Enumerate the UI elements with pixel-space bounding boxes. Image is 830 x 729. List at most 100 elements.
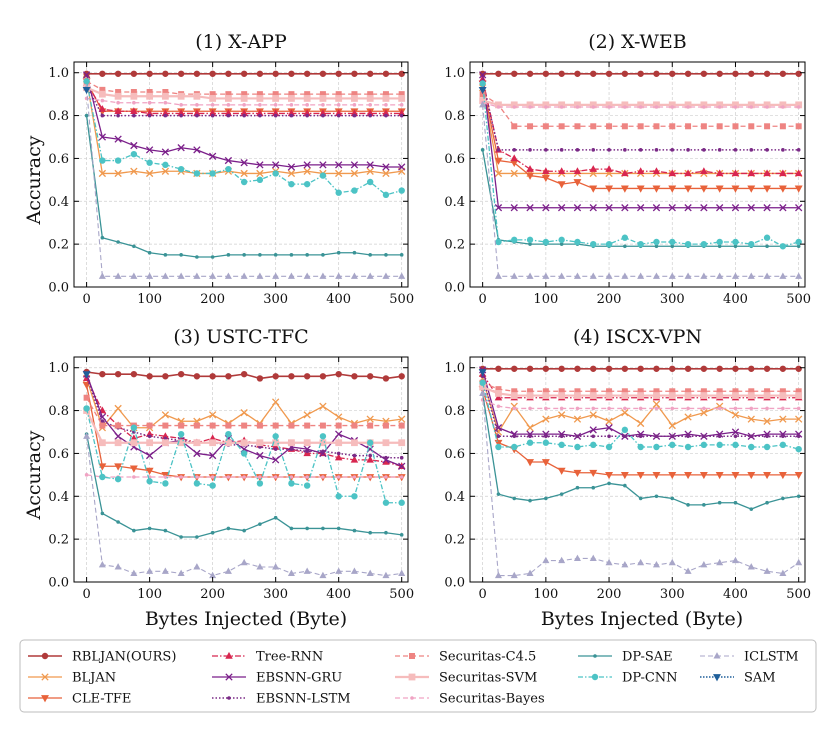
legend-label: DP-CNN (622, 671, 678, 686)
data-point (84, 113, 89, 118)
data-point (398, 422, 405, 429)
data-point (398, 439, 406, 447)
x-tick-label: 400 (326, 587, 351, 602)
legend-marker (227, 696, 231, 700)
data-point (193, 272, 201, 279)
data-point (589, 411, 597, 419)
data-point (589, 185, 598, 193)
data-point (607, 481, 611, 486)
series-sam (82, 371, 91, 379)
data-point (303, 482, 311, 489)
data-point (398, 91, 405, 98)
data-point (319, 272, 327, 279)
data-point (288, 180, 295, 188)
data-point (526, 272, 534, 279)
data-point (177, 92, 185, 100)
data-point (653, 101, 660, 109)
y-tick-label: 0.6 (444, 447, 465, 462)
series-rbljan-ours (83, 368, 405, 382)
data-point (557, 467, 566, 475)
data-point (591, 105, 596, 109)
series-securitas-svm (479, 383, 803, 399)
data-point (273, 103, 278, 107)
data-point (303, 109, 311, 117)
data-point (794, 169, 803, 177)
data-point (652, 561, 660, 568)
data-point (350, 169, 359, 178)
x-tick-label: 500 (389, 587, 414, 602)
data-point (623, 483, 627, 488)
data-point (114, 432, 122, 440)
data-point (731, 272, 739, 279)
data-point (544, 148, 548, 152)
data-point (162, 422, 169, 429)
data-point (256, 176, 264, 184)
data-point (256, 451, 264, 460)
series-securitas-bayes (84, 96, 404, 107)
series-line-dp-sae (482, 149, 799, 247)
data-point (146, 70, 153, 77)
data-point (177, 569, 185, 576)
data-point (684, 413, 692, 421)
data-point (796, 406, 801, 411)
x-tick-label: 300 (660, 587, 685, 602)
data-point (589, 469, 598, 478)
legend-label: Securitas-C4.5 (439, 650, 536, 665)
legend-marker (41, 695, 49, 703)
data-point (384, 475, 388, 479)
series-line-iclstm (86, 436, 402, 577)
data-point (795, 388, 802, 395)
data-point (670, 434, 675, 439)
data-point (781, 434, 785, 439)
data-point (779, 388, 786, 395)
data-point (621, 365, 629, 372)
data-point (542, 439, 550, 446)
data-point (179, 253, 183, 257)
data-point (732, 365, 739, 372)
data-point (559, 434, 564, 439)
data-point (193, 449, 201, 458)
data-point (670, 244, 675, 249)
data-point (684, 240, 692, 248)
data-point (226, 113, 231, 118)
legend-marker (225, 673, 233, 681)
data-point (272, 272, 280, 279)
data-point (335, 493, 342, 500)
data-point (305, 103, 309, 107)
data-point (335, 161, 343, 169)
legend-label: Securitas-SVM (439, 671, 537, 686)
data-point (351, 439, 358, 447)
data-point (132, 100, 136, 105)
data-point (542, 101, 550, 109)
data-point (130, 89, 137, 95)
data-point (273, 475, 278, 479)
data-point (795, 445, 802, 453)
data-point (195, 255, 199, 259)
data-point (398, 569, 406, 576)
data-point (382, 91, 389, 98)
data-point (702, 406, 706, 411)
data-point (335, 95, 343, 102)
data-point (288, 480, 295, 487)
data-point (637, 101, 645, 109)
data-point (528, 434, 532, 439)
data-point (177, 165, 185, 173)
x-tick-label: 200 (200, 587, 225, 602)
series-line-securitas-c4-5 (482, 93, 799, 127)
data-point (240, 370, 248, 378)
data-point (224, 567, 232, 574)
series-line-tree-rnn (86, 378, 402, 467)
data-point (702, 503, 706, 507)
data-point (606, 123, 613, 130)
data-point (589, 426, 597, 434)
data-point (795, 430, 803, 438)
data-point (321, 103, 325, 107)
series-securitas-bayes (480, 398, 801, 411)
data-point (242, 475, 246, 479)
legend-marker (408, 673, 416, 681)
data-point (305, 475, 309, 479)
data-point (512, 105, 517, 109)
data-point (765, 500, 769, 505)
data-point (670, 148, 675, 152)
data-point (494, 169, 503, 178)
